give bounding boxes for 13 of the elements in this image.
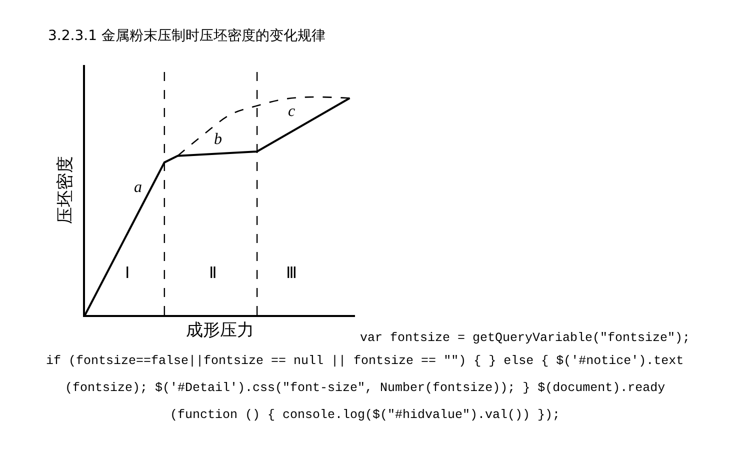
annotation: Ⅲ [286, 265, 297, 282]
text: (fontsize); $('#Detail').css("font-size", Number(fontsize)); } $(document).ready [65, 381, 666, 395]
annotation: Ⅱ [209, 265, 217, 282]
x-axis-title: 成形压力 [186, 320, 254, 341]
text: var fontsize = getQueryVariable("fontsize"); [360, 331, 690, 345]
chart-title: 3.2.3.1 金属粉末压制时压坯密度的变化规律 [48, 28, 326, 44]
annotation: a [134, 179, 142, 196]
text: if (fontsize==false||fontsize == null || fontsize == "") { } else { $('#notice').text [46, 354, 684, 368]
text: (function () { console.log($("#hidvalue").val()) }); [170, 408, 560, 422]
annotation: Ⅰ [125, 265, 130, 282]
annotation: b [214, 131, 222, 148]
y-axis-title: 压坯密度 [55, 156, 76, 224]
annotation: c [288, 103, 296, 120]
